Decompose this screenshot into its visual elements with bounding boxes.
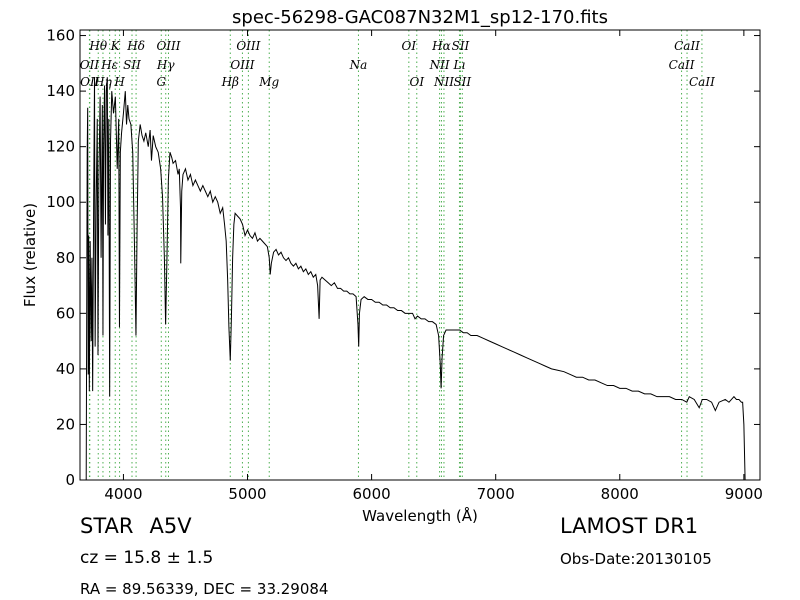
- y-tick-label: 80: [56, 249, 75, 267]
- spectral-line-label: G: [156, 75, 166, 89]
- plot-frame: [79, 29, 761, 481]
- chart-title: spec-56298-GAC087N32M1_sp12-170.fits: [232, 7, 608, 28]
- spectral-line-label: Hε: [100, 58, 118, 72]
- x-tick-label: 8000: [601, 485, 639, 503]
- x-tick-label: 4000: [104, 485, 142, 503]
- class-label: STAR: [80, 514, 134, 538]
- spectral-line-label: CaII: [674, 39, 700, 53]
- spectral-line-label: NII: [429, 58, 450, 72]
- spectral-line-label: Hθ: [88, 39, 107, 53]
- subclass-label: A5V: [149, 514, 192, 538]
- spectral-line-label: SII: [123, 58, 141, 72]
- spectral-line-label: OI: [409, 75, 424, 89]
- y-tick-label: 60: [56, 304, 75, 322]
- y-tick-label: 40: [56, 360, 75, 378]
- y-tick-label: 120: [46, 138, 75, 156]
- survey-label: LAMOST DR1: [560, 514, 699, 538]
- spectral-line-label: Hα: [431, 39, 451, 53]
- obs-date-label: Obs-Date:20130105: [560, 550, 712, 568]
- spectral-line-label: OIII: [236, 39, 260, 53]
- x-tick-label: 7000: [477, 485, 515, 503]
- spectral-line-label: CaII: [689, 75, 715, 89]
- spectral-line-label: NII: [433, 75, 454, 89]
- y-tick-label: 160: [46, 27, 75, 45]
- spectral-line-label: OIII: [230, 58, 254, 72]
- x-axis-ticks: 4000 5000 6000 7000 8000 9000: [104, 30, 763, 503]
- x-tick-label: 5000: [228, 485, 266, 503]
- spectral-line-label: CaII: [669, 58, 695, 72]
- spectral-line-label: Hη: [93, 75, 112, 89]
- spectral-line-label: Hβ: [221, 75, 239, 89]
- spectral-line-labels: HθOIIOIIHηKHεHSIIHδHγGOIIIHβOIIIOIIIMgNa…: [80, 39, 715, 89]
- spectral-line-label: OII: [80, 58, 100, 72]
- spectral-line-label: H: [113, 75, 125, 89]
- spectral-line-label: Lı: [453, 58, 466, 72]
- spectral-line-label: Hδ: [126, 39, 145, 53]
- y-tick-label: 140: [46, 82, 75, 100]
- spectral-line-label: OI: [402, 39, 417, 53]
- spectral-line-label: Mg: [258, 75, 279, 89]
- x-tick-label: 6000: [353, 485, 391, 503]
- x-tick-label: 9000: [725, 485, 763, 503]
- spectral-line-label: Hγ: [156, 58, 175, 72]
- y-tick-label: 100: [46, 193, 75, 211]
- spectral-line-label: Na: [349, 58, 368, 72]
- object-class: STAR A5V: [80, 514, 192, 538]
- y-tick-label: 0: [65, 471, 75, 489]
- spectral-line-label: SII: [453, 75, 471, 89]
- x-axis-label: Wavelength (Å): [362, 506, 478, 525]
- spectrum-line: [85, 77, 746, 481]
- spectral-line-label: SII: [452, 39, 470, 53]
- coordinates-label: RA = 89.56339, DEC = 33.29084: [80, 580, 329, 598]
- y-axis-label: Flux (relative): [21, 203, 39, 307]
- spectral-line-label: K: [110, 39, 121, 53]
- redshift-label: cz = 15.8 ± 1.5: [80, 548, 214, 568]
- spectral-line-label: OIII: [156, 39, 180, 53]
- y-tick-label: 20: [56, 415, 75, 433]
- y-axis-ticks: 0 20 40 60 80 100 120 140 160: [46, 27, 760, 489]
